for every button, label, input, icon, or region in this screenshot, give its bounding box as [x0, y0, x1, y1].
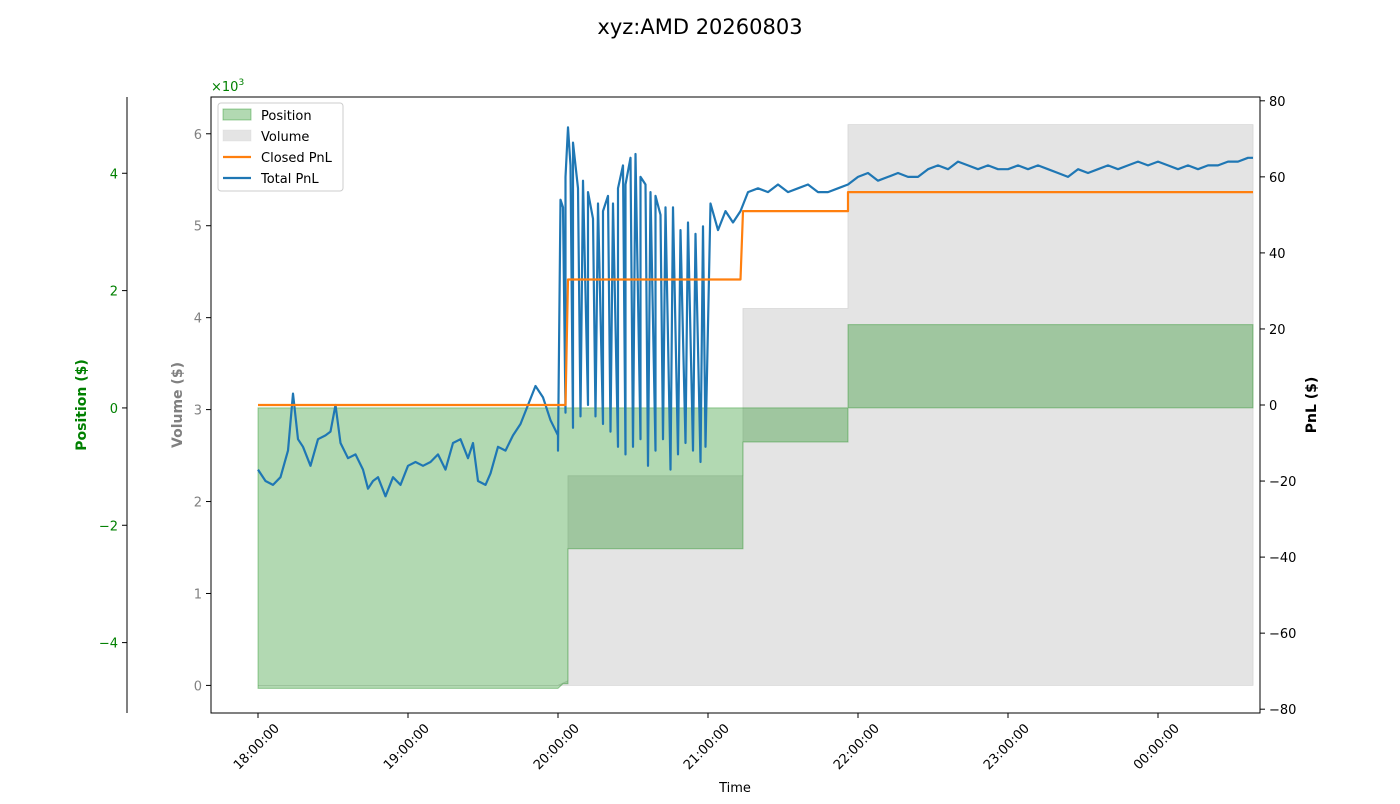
legend-box [217, 102, 344, 192]
volume-area-series [258, 124, 1254, 686]
volume-tick-label: 2 [194, 496, 202, 511]
position-area [257, 324, 1254, 689]
position-axis-label: Position ($) [74, 359, 90, 451]
time-tick-label: 20:00:00 [531, 721, 583, 773]
time-axis: 18:00:00 19:00:00 20:00:00 21:00:00 22:00:00… [231, 713, 1183, 773]
pnl-axis-label: PnL ($) [1304, 377, 1320, 434]
legend-swatch [222, 129, 252, 142]
legend-label: Volume [261, 130, 309, 145]
pnl-tick-label: 0 [1269, 399, 1277, 414]
time-tick-label: 22:00:00 [831, 721, 883, 773]
volume-axis-label: Volume ($) [170, 362, 186, 448]
pnl-tick-label: −40 [1269, 551, 1296, 566]
pnl-tick-label: 20 [1269, 323, 1286, 338]
volume-tick-label: 1 [194, 587, 202, 602]
pnl-tick-label: −80 [1269, 703, 1296, 718]
pnl-tick-label: 80 [1269, 95, 1286, 110]
pnl-line-series [257, 126, 1253, 498]
volume-axis: 0 1 2 3 4 5 6 Volume ($) ×103 [170, 78, 244, 694]
time-tick-label: 18:00:00 [231, 721, 283, 773]
exponent-superscript: 3 [238, 78, 244, 88]
pnl-tick-label: 40 [1269, 247, 1286, 262]
time-tick-label: 19:00:00 [381, 721, 433, 773]
volume-tick-label: 3 [194, 404, 202, 419]
legend-swatch [222, 108, 252, 121]
volume-tick-label: 4 [194, 312, 202, 327]
time-tick-label: 00:00:00 [1131, 721, 1183, 773]
position-tick-label: −2 [99, 519, 118, 534]
pnl-tick-label: −20 [1269, 475, 1296, 490]
closed-pnl-line [258, 191, 1253, 407]
pnl-axis: −80 −60 −40 −20 0 20 40 60 80 PnL ($) [1260, 95, 1320, 718]
volume-tick-label: 5 [194, 220, 202, 235]
volume-exponent-label: ×103 [211, 78, 244, 95]
volume-area [258, 124, 1254, 686]
pnl-tick-label: −60 [1269, 627, 1296, 642]
position-axis: −4 −2 0 2 4 Position ($) [74, 97, 128, 713]
chart-title: xyz:AMD 20260803 [597, 15, 802, 39]
position-tick-label: −4 [99, 637, 118, 652]
position-tick-label: 4 [110, 167, 118, 182]
volume-tick-label: 0 [194, 679, 202, 694]
volume-tick-label: 6 [194, 128, 202, 143]
time-tick-label: 21:00:00 [681, 721, 733, 773]
x-axis-label: Time [718, 781, 751, 796]
plot-frame [210, 96, 1261, 714]
legend-label: Total PnL [260, 172, 319, 187]
time-tick-label: 23:00:00 [981, 721, 1033, 773]
position-tick-label: 2 [110, 285, 118, 300]
legend-label: Position [261, 109, 312, 124]
position-tick-label: 0 [110, 402, 118, 417]
pnl-tick-label: 60 [1269, 171, 1286, 186]
legend-label: Closed PnL [261, 151, 333, 166]
total-pnl-line [257, 126, 1253, 498]
position-area-series [257, 324, 1254, 689]
legend: Position Volume Closed PnL Total PnL [217, 102, 344, 192]
